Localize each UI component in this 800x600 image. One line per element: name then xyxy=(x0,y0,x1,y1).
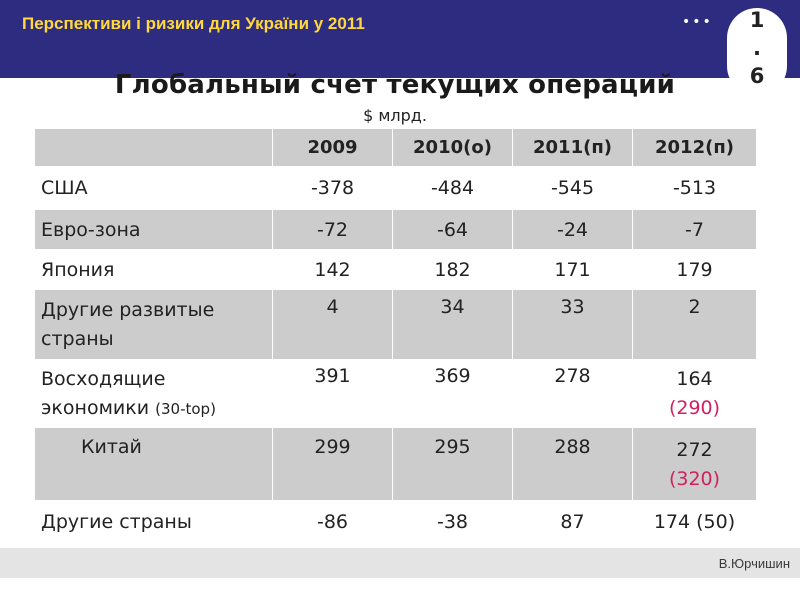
cell-value: 34 xyxy=(392,289,513,360)
cell-value: 142 xyxy=(272,249,393,290)
table-row: Другие развитые страны 4 34 33 2 xyxy=(34,289,757,360)
cell-value: 179 xyxy=(632,249,757,290)
cell-value: -545 xyxy=(512,166,633,210)
row-label: Япония xyxy=(34,249,273,290)
row-label-group: Восходящие экономики (30-top) xyxy=(34,359,273,428)
table-row: Евро-зона -72 -64 -24 -7 xyxy=(34,209,757,250)
row-label: Китай xyxy=(34,427,273,501)
cell-value: 182 xyxy=(392,249,513,290)
header-cell-2012: 2012(п) xyxy=(632,128,757,167)
cell-value: 288 xyxy=(512,427,633,501)
cell-value: 171 xyxy=(512,249,633,290)
cell-value: -38 xyxy=(392,500,513,543)
cell-value: -378 xyxy=(272,166,393,210)
slide-number: 1.6 xyxy=(727,6,787,96)
current-account-table: 2009 2010(о) 2011(п) 2012(п) США -378 -4… xyxy=(34,128,757,543)
cell-value: 4 xyxy=(272,289,393,360)
header-cell-2010: 2010(о) xyxy=(392,128,513,167)
table-row: Другие страны -86 -38 87 174 (50) xyxy=(34,500,757,543)
cell-value: 272 xyxy=(676,439,713,461)
slide-title: Глобальный счет текущих операций xyxy=(114,70,676,100)
cell-value: 164 xyxy=(676,368,713,390)
row-label: Другие развитые страны xyxy=(34,289,273,360)
row-label: Другие страны xyxy=(34,500,273,543)
units-label: $ млрд. xyxy=(363,106,427,125)
table-row: США -378 -484 -545 -513 xyxy=(34,166,757,210)
cell-alt-value: (290) xyxy=(668,397,721,419)
cell-value: 87 xyxy=(512,500,633,543)
cell-value: -7 xyxy=(632,209,757,250)
presentation-title: Перспективи і ризики для України у 2011 xyxy=(22,14,365,33)
slide-number-line: 6 xyxy=(749,64,765,88)
cell-value: -513 xyxy=(632,166,757,210)
cell-value: -484 xyxy=(392,166,513,210)
slide-number-line: 1 xyxy=(749,8,765,32)
cell-value-group: 164 (290) xyxy=(632,359,757,428)
table-header-row: 2009 2010(о) 2011(п) 2012(п) xyxy=(34,128,757,167)
cell-value: -64 xyxy=(392,209,513,250)
footer-bar xyxy=(0,548,800,578)
slide-number-badge xyxy=(727,8,787,96)
row-label: Евро-зона xyxy=(34,209,273,250)
cell-value: 33 xyxy=(512,289,633,360)
header-cell-2009: 2009 xyxy=(272,128,393,167)
row-label-note: (30-top) xyxy=(155,400,216,418)
row-label: США xyxy=(34,166,273,210)
cell-value: 295 xyxy=(392,427,513,501)
cell-value: 299 xyxy=(272,427,393,501)
ellipsis-icon: ••• xyxy=(682,14,713,30)
author-label: В.Юрчишин xyxy=(718,556,790,571)
table-row: Япония 142 182 171 179 xyxy=(34,249,757,290)
row-label: Восходящие экономики xyxy=(41,368,166,419)
cell-value: -24 xyxy=(512,209,633,250)
slide-number-line: . xyxy=(753,36,761,60)
header-cell-2011: 2011(п) xyxy=(512,128,633,167)
cell-alt-value: (320) xyxy=(668,468,721,490)
table-row: Восходящие экономики (30-top) 391 369 27… xyxy=(34,359,757,428)
slide-number-text: 1.6 xyxy=(727,6,787,90)
table-row: Китай 299 295 288 272 (320) xyxy=(34,427,757,501)
cell-value: 278 xyxy=(512,359,633,428)
header-cell-empty xyxy=(34,128,273,167)
cell-value: 391 xyxy=(272,359,393,428)
cell-value: 2 xyxy=(632,289,757,360)
header-bar xyxy=(0,0,800,78)
cell-value: 369 xyxy=(392,359,513,428)
cell-value: -72 xyxy=(272,209,393,250)
cell-value: 174 (50) xyxy=(632,500,757,543)
cell-value: -86 xyxy=(272,500,393,543)
cell-value-group: 272 (320) xyxy=(632,427,757,501)
